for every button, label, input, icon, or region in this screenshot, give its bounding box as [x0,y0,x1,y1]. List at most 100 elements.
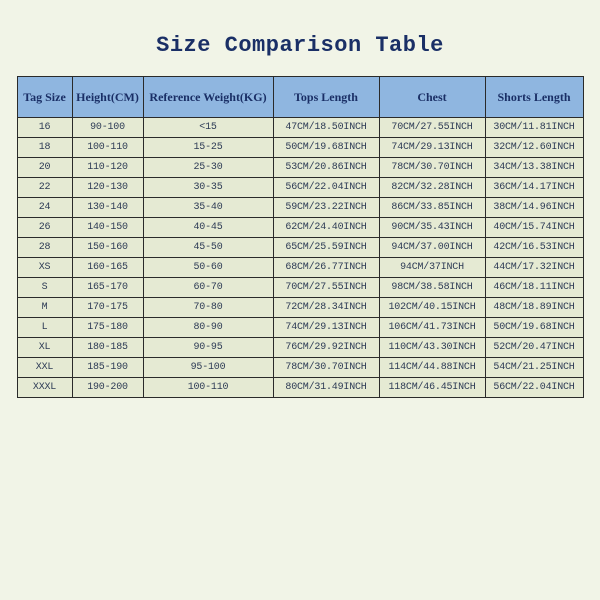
cell: XXL [17,358,72,378]
cell: 90-100 [72,118,143,138]
table-row: 28150-16045-5065CM/25.59INCH94CM/37.00IN… [17,238,583,258]
header-tag-size: Tag Size [17,77,72,118]
cell: 50CM/19.68INCH [273,138,379,158]
cell: 26 [17,218,72,238]
table-row: S165-17060-7070CM/27.55INCH98CM/38.58INC… [17,278,583,298]
cell: 120-130 [72,178,143,198]
cell: 90CM/35.43INCH [379,218,485,238]
cell: 15-25 [143,138,273,158]
cell: 78CM/30.70INCH [273,358,379,378]
cell: 22 [17,178,72,198]
cell: 70CM/27.55INCH [379,118,485,138]
cell: 102CM/40.15INCH [379,298,485,318]
cell: 54CM/21.25INCH [485,358,583,378]
cell: <15 [143,118,273,138]
cell: 65CM/25.59INCH [273,238,379,258]
table-body: 1690-100<1547CM/18.50INCH70CM/27.55INCH3… [17,118,583,398]
cell: 50CM/19.68INCH [485,318,583,338]
cell: 68CM/26.77INCH [273,258,379,278]
cell: 40CM/15.74INCH [485,218,583,238]
cell: 80CM/31.49INCH [273,378,379,398]
cell: 40-45 [143,218,273,238]
cell: 86CM/33.85INCH [379,198,485,218]
table-row: XXXL190-200100-11080CM/31.49INCH118CM/46… [17,378,583,398]
cell: 16 [17,118,72,138]
cell: 38CM/14.96INCH [485,198,583,218]
cell: 94CM/37.00INCH [379,238,485,258]
cell: 20 [17,158,72,178]
cell: 56CM/22.04INCH [273,178,379,198]
size-comparison-table: Tag Size Height(CM) Reference Weight(KG)… [17,76,584,398]
header-tops-length: Tops Length [273,77,379,118]
cell: 59CM/23.22INCH [273,198,379,218]
cell: 170-175 [72,298,143,318]
table-row: M170-17570-8072CM/28.34INCH102CM/40.15IN… [17,298,583,318]
table-row: 20110-12025-3053CM/20.86INCH78CM/30.70IN… [17,158,583,178]
cell: 25-30 [143,158,273,178]
cell: 30CM/11.81INCH [485,118,583,138]
table-row: XL180-18590-9576CM/29.92INCH110CM/43.30I… [17,338,583,358]
cell: 44CM/17.32INCH [485,258,583,278]
cell: 150-160 [72,238,143,258]
cell: 56CM/22.04INCH [485,378,583,398]
cell: 45-50 [143,238,273,258]
cell: 62CM/24.40INCH [273,218,379,238]
cell: 100-110 [143,378,273,398]
cell: 190-200 [72,378,143,398]
cell: 118CM/46.45INCH [379,378,485,398]
cell: 82CM/32.28INCH [379,178,485,198]
cell: 110CM/43.30INCH [379,338,485,358]
header-shorts-length: Shorts Length [485,77,583,118]
cell: 74CM/29.13INCH [379,138,485,158]
cell: 34CM/13.38INCH [485,158,583,178]
cell: 140-150 [72,218,143,238]
cell: 60-70 [143,278,273,298]
cell: 130-140 [72,198,143,218]
cell: S [17,278,72,298]
cell: 165-170 [72,278,143,298]
cell: 53CM/20.86INCH [273,158,379,178]
cell: 106CM/41.73INCH [379,318,485,338]
table-row: XS160-16550-6068CM/26.77INCH94CM/37INCH4… [17,258,583,278]
cell: 72CM/28.34INCH [273,298,379,318]
cell: 24 [17,198,72,218]
cell: 95-100 [143,358,273,378]
cell: 70-80 [143,298,273,318]
table-row: XXL185-19095-10078CM/30.70INCH114CM/44.8… [17,358,583,378]
cell: 30-35 [143,178,273,198]
cell: 180-185 [72,338,143,358]
cell: XS [17,258,72,278]
cell: 36CM/14.17INCH [485,178,583,198]
table-row: 22120-13030-3556CM/22.04INCH82CM/32.28IN… [17,178,583,198]
cell: 42CM/16.53INCH [485,238,583,258]
cell: 100-110 [72,138,143,158]
table-row: 1690-100<1547CM/18.50INCH70CM/27.55INCH3… [17,118,583,138]
cell: L [17,318,72,338]
cell: XXXL [17,378,72,398]
cell: 47CM/18.50INCH [273,118,379,138]
table-row: 18100-11015-2550CM/19.68INCH74CM/29.13IN… [17,138,583,158]
header-ref-weight: Reference Weight(KG) [143,77,273,118]
header-height: Height(CM) [72,77,143,118]
cell: XL [17,338,72,358]
cell: 50-60 [143,258,273,278]
cell: 52CM/20.47INCH [485,338,583,358]
cell: 94CM/37INCH [379,258,485,278]
header-row: Tag Size Height(CM) Reference Weight(KG)… [17,77,583,118]
cell: 98CM/38.58INCH [379,278,485,298]
cell: 175-180 [72,318,143,338]
cell: 78CM/30.70INCH [379,158,485,178]
cell: 74CM/29.13INCH [273,318,379,338]
cell: 76CM/29.92INCH [273,338,379,358]
header-chest: Chest [379,77,485,118]
cell: 28 [17,238,72,258]
cell: 35-40 [143,198,273,218]
cell: 110-120 [72,158,143,178]
cell: 18 [17,138,72,158]
table-row: 26140-15040-4562CM/24.40INCH90CM/35.43IN… [17,218,583,238]
cell: 70CM/27.55INCH [273,278,379,298]
cell: 80-90 [143,318,273,338]
cell: 46CM/18.11INCH [485,278,583,298]
page-title: Size Comparison Table [0,33,600,58]
cell: M [17,298,72,318]
